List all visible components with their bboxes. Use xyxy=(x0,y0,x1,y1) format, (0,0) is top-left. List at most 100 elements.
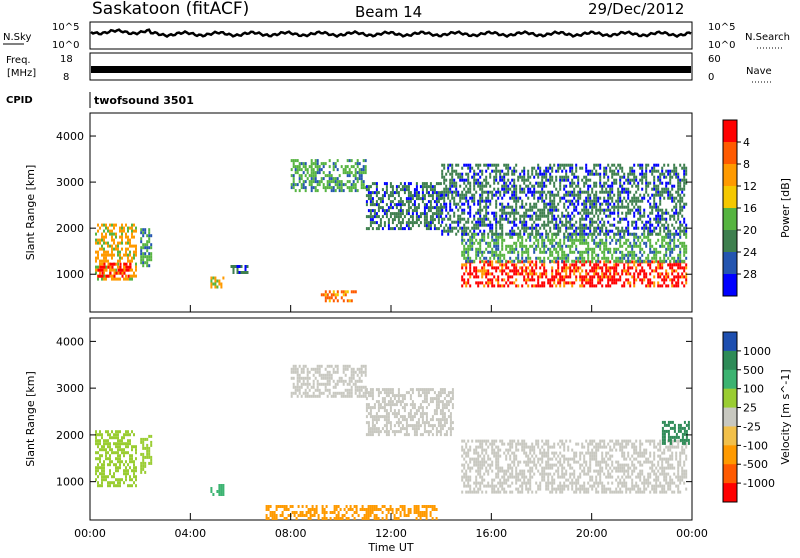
vel-cell xyxy=(315,377,317,380)
power-cell xyxy=(551,176,553,179)
vel-cell xyxy=(384,406,386,409)
vel-cell xyxy=(406,430,408,433)
power-cell xyxy=(679,194,681,197)
vel-cell xyxy=(123,481,125,484)
power-cell xyxy=(663,275,665,278)
power-cell xyxy=(97,230,99,233)
power-cell xyxy=(637,200,639,203)
power-cell xyxy=(543,257,545,260)
power-cell xyxy=(445,209,447,212)
power-cell xyxy=(463,212,465,215)
vel-cell xyxy=(372,394,374,397)
vel-cell xyxy=(319,395,321,398)
power-cell xyxy=(483,239,485,242)
power-cell xyxy=(481,281,483,284)
vel-cell xyxy=(426,511,428,514)
power-cell xyxy=(583,278,585,281)
vel-cell xyxy=(117,478,119,481)
power-cell xyxy=(579,254,581,257)
power-cell xyxy=(497,191,499,194)
vel-cell xyxy=(312,505,314,508)
power-cell xyxy=(400,200,402,203)
vel-cell xyxy=(300,514,302,517)
vel-cell xyxy=(420,403,422,406)
power-cell xyxy=(673,248,675,251)
power-cell xyxy=(621,167,623,170)
power-cell xyxy=(571,218,573,221)
power-cell xyxy=(527,275,529,278)
vel-cell xyxy=(368,505,370,508)
power-cell xyxy=(637,260,639,263)
power-cell xyxy=(529,215,531,218)
power-cell xyxy=(100,275,102,278)
vel-cell xyxy=(293,377,295,380)
power-cell xyxy=(511,185,513,188)
power-cell xyxy=(303,171,305,174)
power-cell xyxy=(503,257,505,260)
power-cell xyxy=(567,176,569,179)
power-cell xyxy=(473,173,475,176)
power-cell xyxy=(599,167,601,170)
power-cell xyxy=(148,237,150,240)
power-cell xyxy=(511,197,513,200)
power-cell xyxy=(617,173,619,176)
power-cell xyxy=(605,191,607,194)
power-cell xyxy=(505,215,507,218)
power-cell xyxy=(513,215,515,218)
power-cell xyxy=(575,260,577,263)
power-cell xyxy=(426,227,428,230)
power-cell xyxy=(533,167,535,170)
power-cell xyxy=(679,254,681,257)
vel-cell xyxy=(297,374,299,377)
power-cell xyxy=(489,164,491,167)
power-cell xyxy=(549,239,551,242)
power-cell xyxy=(539,248,541,251)
power-cell xyxy=(673,236,675,239)
power-cell xyxy=(527,227,529,230)
power-cell xyxy=(461,209,463,212)
vel-cell xyxy=(442,403,444,406)
power-cell xyxy=(436,215,438,218)
power-cell xyxy=(441,230,443,233)
power-cell xyxy=(499,254,501,257)
power-cell xyxy=(366,227,368,230)
power-cell xyxy=(349,299,351,302)
power-cell xyxy=(643,224,645,227)
power-cell xyxy=(497,239,499,242)
power-cell xyxy=(529,272,531,275)
power-cell xyxy=(455,182,457,185)
power-cell xyxy=(331,174,333,177)
power-cell xyxy=(679,230,681,233)
power-cell xyxy=(605,239,607,242)
power-cell xyxy=(621,176,623,179)
power-cell xyxy=(477,167,479,170)
power-cell xyxy=(527,254,529,257)
vel-cell xyxy=(388,418,390,421)
vel-cell xyxy=(307,368,309,371)
power-cell xyxy=(653,284,655,287)
power-cell xyxy=(479,239,481,242)
vel-cell xyxy=(412,424,414,427)
power-cell xyxy=(599,227,601,230)
power-cell xyxy=(553,203,555,206)
power-cell xyxy=(609,284,611,287)
power-cell xyxy=(603,170,605,173)
power-cell xyxy=(355,177,357,180)
power-cell xyxy=(601,269,603,272)
power-cell xyxy=(669,197,671,200)
vel-cell xyxy=(450,427,452,430)
power-cell xyxy=(585,215,587,218)
power-cell xyxy=(495,242,497,245)
power-cell xyxy=(619,245,621,248)
power-cell xyxy=(529,188,531,191)
power-cell xyxy=(402,185,404,188)
power-cell xyxy=(677,245,679,248)
power-cell xyxy=(124,263,126,266)
power-cell xyxy=(585,248,587,251)
power-cell xyxy=(113,242,115,245)
power-cell xyxy=(637,227,639,230)
power-cell xyxy=(117,278,119,281)
power-cell xyxy=(126,263,128,266)
power-cell xyxy=(95,266,97,269)
power-cell xyxy=(547,278,549,281)
